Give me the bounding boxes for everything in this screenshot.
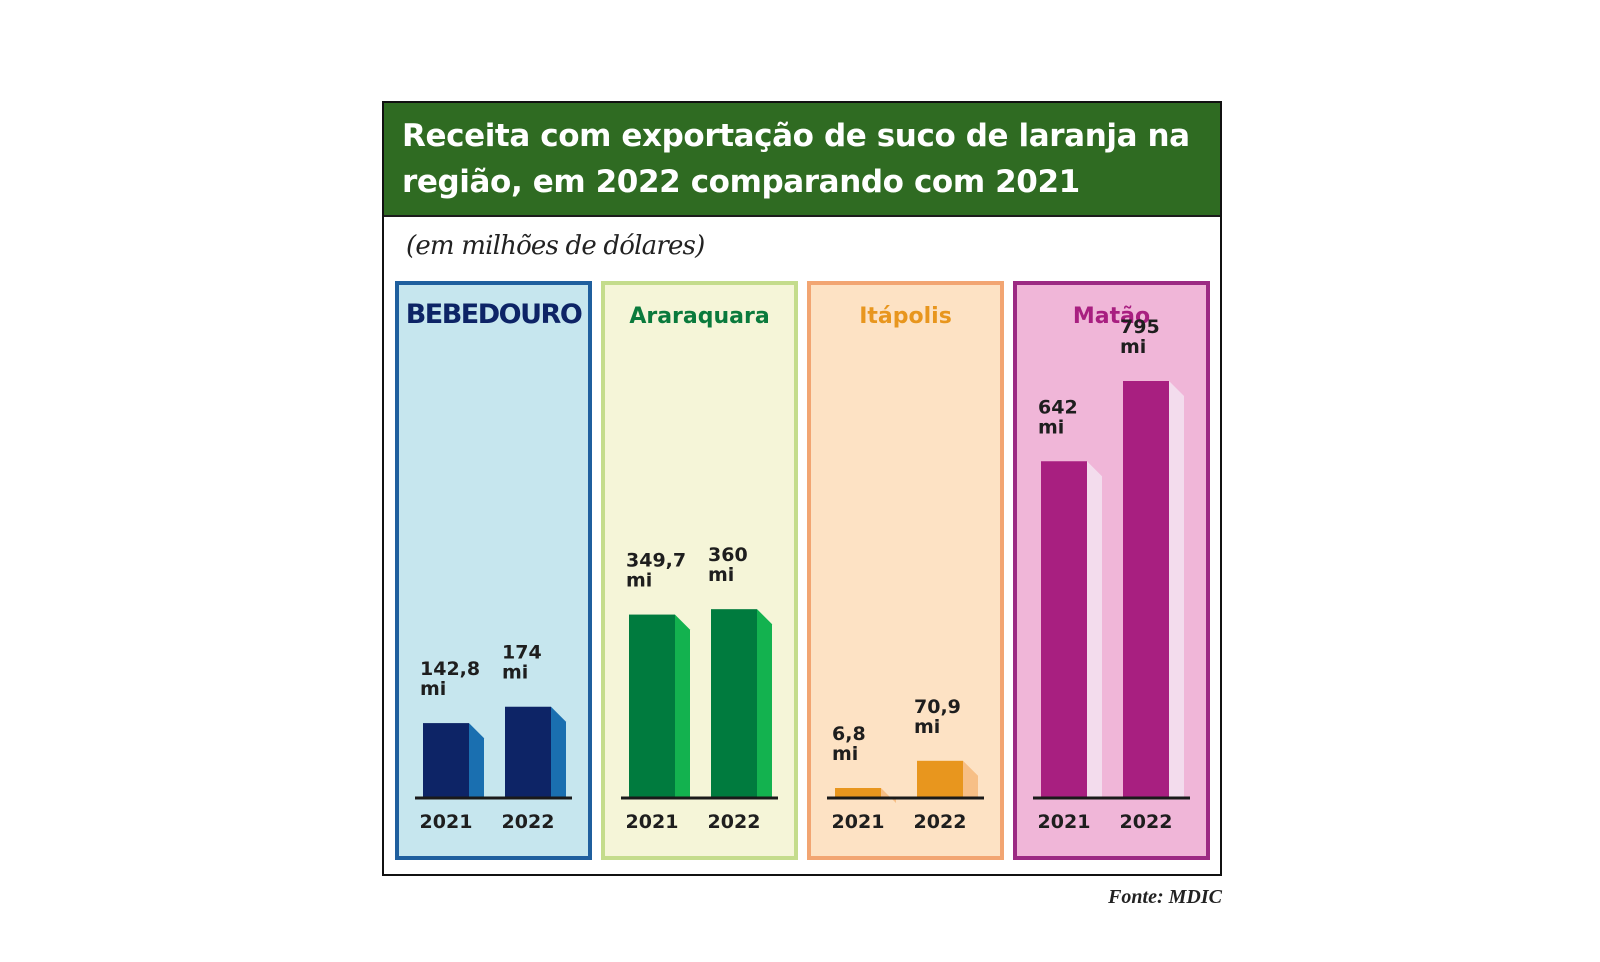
panel-4-value-label-2021: 642 mi [1038, 396, 1078, 438]
panel-4-title: Matão [1073, 304, 1150, 329]
panel-1-bar-2022-side [551, 706, 566, 798]
panel-4-x-tick-2021: 2021 [1038, 811, 1091, 833]
unit-note: (em milhões de dólares) [406, 231, 705, 261]
panel-4-value-label-2022: 795 mi [1120, 316, 1160, 358]
panel-4-value-label-line: 642 [1038, 396, 1078, 418]
panel-3-value-label-2021: 6,8 mi [832, 723, 866, 765]
panel-3-bar-2022 [917, 760, 963, 798]
panel-1-value-label-line: mi [502, 662, 528, 684]
panel-3-bar-2022-side [963, 760, 978, 798]
panel-3-x-tick-2022: 2022 [914, 811, 967, 833]
panel-3-value-label-line: mi [832, 743, 858, 765]
panel-2-x-tick-2021: 2021 [626, 811, 679, 833]
chart-title-line-1: Receita com exportação de suco de laranj… [402, 118, 1190, 154]
panel-3-value-label-line: 6,8 [832, 723, 866, 745]
panel-4-bar-2022-side [1169, 381, 1184, 798]
panel-3-x-tick-2021: 2021 [832, 811, 885, 833]
panel-3-background [807, 281, 1004, 860]
panel-2-x-tick-2022: 2022 [708, 811, 761, 833]
panel-2-value-label-line: 360 [708, 544, 748, 566]
panel-2-value-label-2021: 349,7 mi [626, 550, 686, 592]
panel-4-bar-2022 [1123, 381, 1169, 798]
panel-1-bar-2022 [505, 706, 551, 798]
title-bar: Receita com exportação de suco de laranj… [384, 103, 1220, 217]
panel-2-bar-2022 [711, 609, 757, 798]
panel-4-x-tick-2022: 2022 [1120, 811, 1173, 833]
panel-2-value-label-line: mi [708, 564, 734, 586]
source-note: Fonte: MDIC [1108, 886, 1222, 908]
panel-2-bar-2022-side [757, 609, 772, 798]
panel-1-value-label-line: 174 [502, 642, 542, 664]
panel-2-bar-2021-side [675, 614, 690, 798]
panel-2-value-label-line: 349,7 [626, 550, 686, 572]
panel-1-x-tick-2022: 2022 [502, 811, 555, 833]
panel-3-bar-2021 [835, 788, 881, 798]
panel-4-value-label-line: 795 [1120, 316, 1160, 338]
panel-1-value-label-2022: 174 mi [502, 642, 542, 684]
panel-1-bar-2021 [423, 723, 469, 798]
panel-2-bar-2021 [629, 614, 675, 798]
panel-2-value-label-2022: 360 mi [708, 544, 748, 586]
panel-3-title: Itápolis [859, 304, 952, 329]
panel-1-value-label-line: mi [420, 678, 446, 700]
panel-2-value-label-line: mi [626, 570, 652, 592]
panel-4-bar-2021-side [1087, 461, 1102, 798]
panel-3-value-label-line: 70,9 [914, 696, 961, 718]
panel-4-bar-2021 [1041, 461, 1087, 798]
panel-1-title: BEBEDOURO [406, 299, 582, 330]
panel-1-value-label-line: 142,8 [420, 658, 480, 680]
panel-1-x-tick-2021: 2021 [420, 811, 473, 833]
panel-3-value-label-2022: 70,9 mi [914, 696, 961, 738]
panel-4-value-label-line: mi [1038, 416, 1064, 438]
panel-4-value-label-line: mi [1120, 336, 1146, 358]
chart-title-line-2: região, em 2022 comparando com 2021 [402, 164, 1080, 200]
panel-1-value-label-2021: 142,8 mi [420, 658, 480, 700]
panel-3-value-label-line: mi [914, 716, 940, 738]
chart-title: Receita com exportação de suco de laranj… [402, 113, 1202, 205]
panel-2-title: Araraquara [629, 304, 769, 329]
panel-1-bar-2021-side [469, 723, 484, 798]
